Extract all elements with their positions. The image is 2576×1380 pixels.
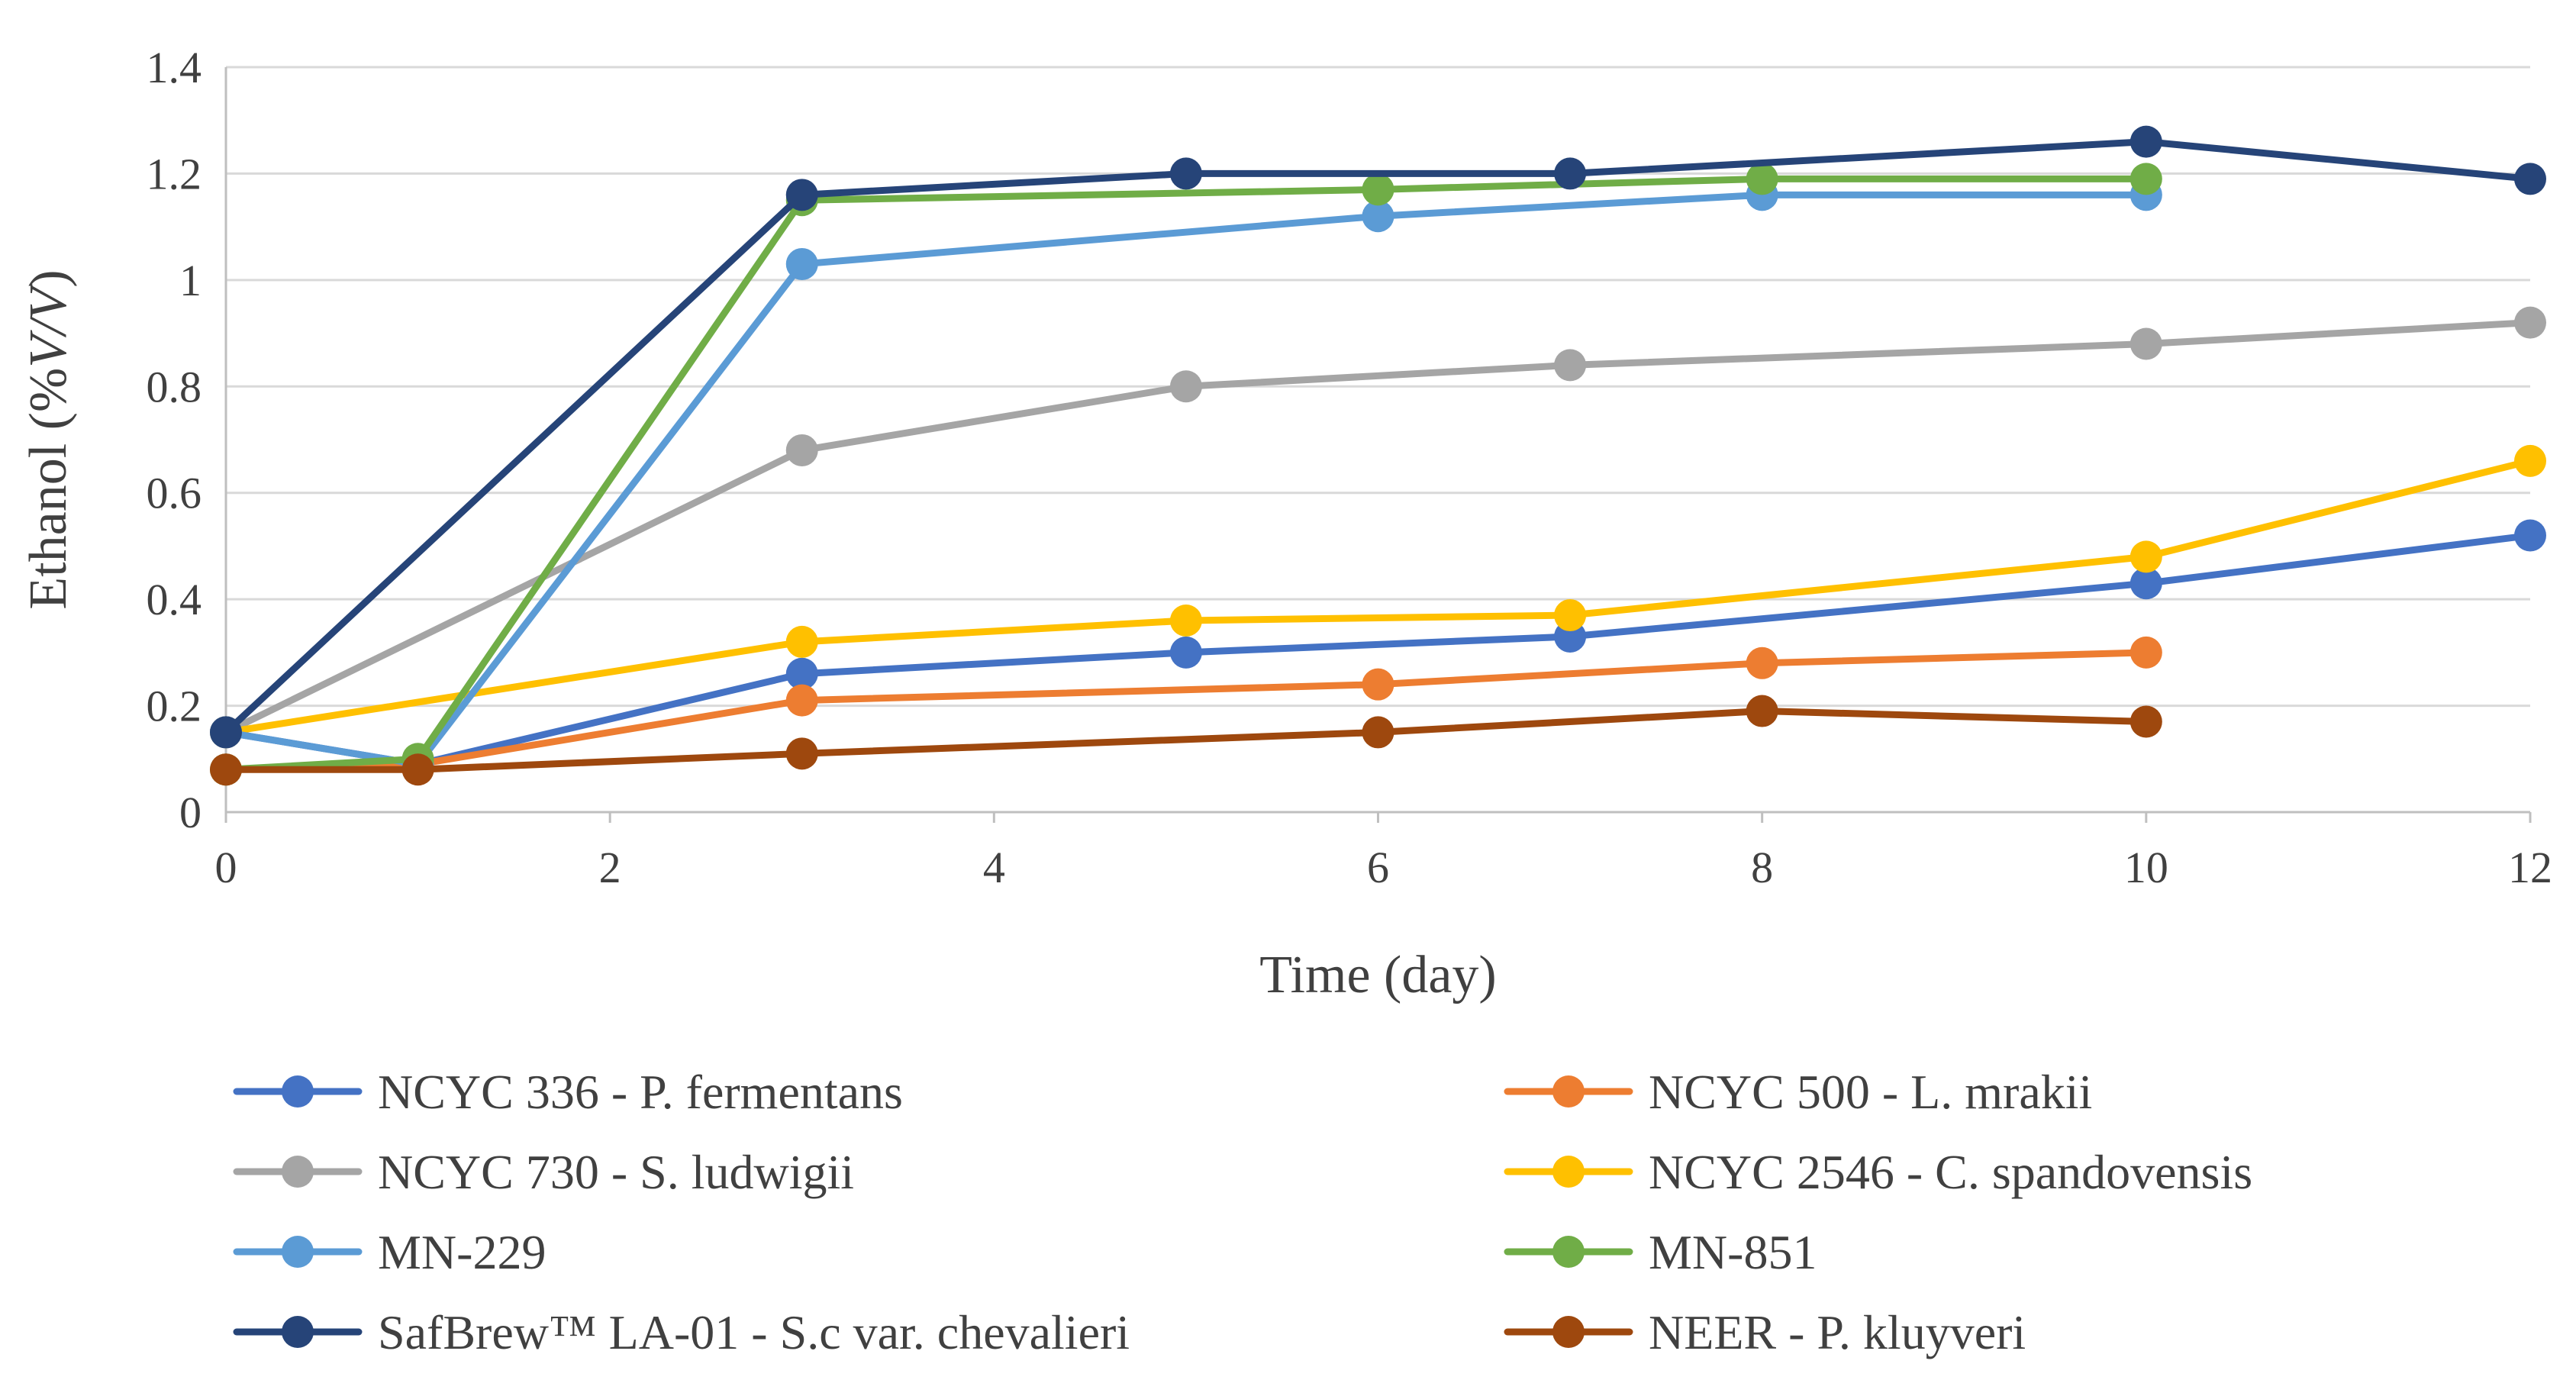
x-axis-title: Time (day) — [1259, 946, 1496, 1004]
series-lines — [210, 125, 2546, 786]
data-point — [2514, 444, 2546, 477]
data-point — [210, 716, 242, 749]
data-point — [1746, 646, 1778, 679]
legend-label: MN-851 — [1649, 1225, 1817, 1279]
data-point — [785, 657, 818, 690]
x-tick-label: 12 — [2508, 843, 2552, 892]
data-point — [1169, 370, 1202, 403]
legend-item: NCYC 500 - L. mrakii — [1504, 1065, 2092, 1119]
legend-item: MN-851 — [1504, 1225, 1817, 1279]
data-point — [2129, 636, 2162, 669]
x-tick-label: 8 — [1751, 843, 1773, 892]
series-line — [222, 138, 2534, 736]
series-line — [222, 708, 2150, 773]
legend-item: NEER - P. kluyveri — [1504, 1305, 2026, 1359]
data-point — [2514, 306, 2546, 339]
y-tick-label: 0.2 — [147, 682, 202, 731]
tick-labels: 0 0.2 0.4 0.6 0.8 1 1.2 1.4 0 2 4 6 8 10 12 — [147, 43, 2553, 892]
data-point — [1554, 349, 1587, 382]
legend-item: NCYC 730 - S. ludwigii — [233, 1145, 854, 1199]
legend-item: MN-229 — [233, 1225, 546, 1279]
legend-marker — [282, 1316, 314, 1348]
series-line — [222, 175, 2150, 773]
legend: NCYC 336 - P. fermentans NCYC 500 - L. mr… — [233, 1065, 2252, 1359]
data-point — [401, 753, 434, 786]
data-point — [1554, 599, 1587, 632]
y-tick-label: 0.4 — [147, 575, 202, 624]
data-point — [785, 247, 818, 280]
legend-marker — [282, 1075, 314, 1108]
data-point — [2514, 519, 2546, 552]
legend-label: NCYC 730 - S. ludwigii — [378, 1145, 854, 1199]
x-tick-label: 10 — [2124, 843, 2168, 892]
data-point — [785, 434, 818, 466]
legend-label: NEER - P. kluyveri — [1649, 1305, 2026, 1359]
y-tick-label: 0.6 — [147, 469, 202, 518]
legend-marker — [282, 1156, 314, 1188]
data-point — [1362, 716, 1394, 749]
y-tick-label: 0.8 — [147, 362, 202, 411]
y-axis-title-prefix: Ethanol (% — [19, 368, 78, 610]
y-axis-title-suffix: ) — [19, 269, 78, 287]
y-tick-label: 1.4 — [147, 43, 202, 92]
data-point — [1746, 695, 1778, 727]
data-point — [1169, 605, 1202, 637]
data-point — [2129, 125, 2162, 158]
legend-marker — [1552, 1156, 1585, 1188]
x-tick-label: 4 — [983, 843, 1005, 892]
data-point — [1169, 636, 1202, 669]
data-point — [1362, 668, 1394, 701]
x-tick-label: 6 — [1367, 843, 1389, 892]
y-tick-label: 1 — [179, 256, 202, 305]
legend-label: NCYC 2546 - C. spandovensis — [1649, 1145, 2252, 1199]
series-line — [222, 457, 2534, 736]
x-tick-label: 2 — [599, 843, 621, 892]
x-tick-label: 0 — [215, 843, 237, 892]
legend-marker — [1552, 1316, 1585, 1348]
legend-label: SafBrew™ LA-01 - S.c var. chevalieri — [378, 1305, 1130, 1359]
legend-item: NCYC 2546 - C. spandovensis — [1504, 1145, 2252, 1199]
data-point — [1554, 157, 1587, 190]
data-point — [1169, 157, 1202, 190]
y-tick-label: 1.2 — [147, 149, 202, 198]
legend-label: NCYC 336 - P. fermentans — [378, 1065, 903, 1119]
data-point — [1362, 173, 1394, 206]
legend-item: SafBrew™ LA-01 - S.c var. chevalieri — [233, 1305, 1130, 1359]
data-point — [2129, 540, 2162, 573]
series-line — [222, 319, 2534, 736]
data-point — [1362, 200, 1394, 233]
data-point — [785, 625, 818, 658]
data-point — [785, 737, 818, 770]
data-point — [2129, 163, 2162, 195]
data-point — [2129, 327, 2162, 360]
data-point — [210, 753, 242, 786]
legend-marker — [1552, 1075, 1585, 1108]
legend-label: MN-229 — [378, 1225, 546, 1279]
axes — [224, 67, 2532, 823]
series-6 — [210, 125, 2546, 749]
data-point — [2129, 705, 2162, 738]
y-axis-title-italic: V/V — [19, 282, 78, 368]
legend-label: NCYC 500 - L. mrakii — [1649, 1065, 2092, 1119]
y-tick-label: 0 — [179, 788, 202, 837]
legend-marker — [1552, 1236, 1585, 1268]
data-point — [2514, 163, 2546, 195]
data-point — [1746, 163, 1778, 195]
y-axis-title: Ethanol (%V/V) — [19, 269, 78, 609]
series-line — [222, 649, 2150, 773]
data-point — [2129, 567, 2162, 600]
legend-item: NCYC 336 - P. fermentans — [233, 1065, 903, 1119]
legend-marker — [282, 1236, 314, 1268]
data-point — [785, 179, 818, 211]
data-point — [785, 684, 818, 717]
series-7 — [210, 695, 2162, 786]
